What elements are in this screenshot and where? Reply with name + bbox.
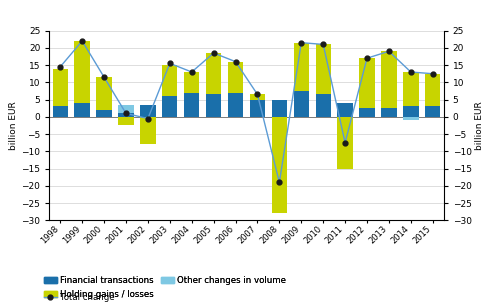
Bar <box>272 117 287 213</box>
Bar <box>97 77 112 110</box>
Bar <box>337 103 353 117</box>
Bar <box>140 117 156 144</box>
Legend: Total change: Total change <box>44 293 115 302</box>
Bar <box>228 93 243 117</box>
Bar <box>74 103 90 117</box>
Bar <box>74 41 90 103</box>
Bar <box>381 51 396 108</box>
Bar <box>250 95 265 99</box>
Bar <box>294 91 309 117</box>
Bar <box>425 106 440 117</box>
Y-axis label: billion EUR: billion EUR <box>474 101 484 150</box>
Bar <box>162 65 177 96</box>
Bar <box>118 105 134 114</box>
Bar <box>425 74 440 106</box>
Bar <box>53 106 68 117</box>
Bar <box>206 53 221 95</box>
Bar <box>403 117 419 120</box>
Bar <box>359 108 375 117</box>
Bar <box>206 95 221 117</box>
Legend: Financial transactions, Holding gains / losses, Other changes in volume: Financial transactions, Holding gains / … <box>44 276 286 299</box>
Bar <box>294 43 309 91</box>
Bar <box>228 62 243 93</box>
Bar <box>381 108 396 117</box>
Bar <box>337 117 353 169</box>
Bar <box>184 93 199 117</box>
Bar <box>140 105 156 117</box>
Bar <box>316 95 331 117</box>
Bar <box>272 99 287 117</box>
Bar <box>316 44 331 95</box>
Bar <box>118 114 134 117</box>
Bar <box>162 96 177 117</box>
Bar <box>184 72 199 93</box>
Bar <box>250 99 265 117</box>
Bar <box>403 72 419 106</box>
Bar <box>53 69 68 106</box>
Bar <box>118 117 134 125</box>
Y-axis label: billion EUR: billion EUR <box>9 101 19 150</box>
Bar <box>403 106 419 117</box>
Bar <box>359 58 375 108</box>
Bar <box>97 110 112 117</box>
